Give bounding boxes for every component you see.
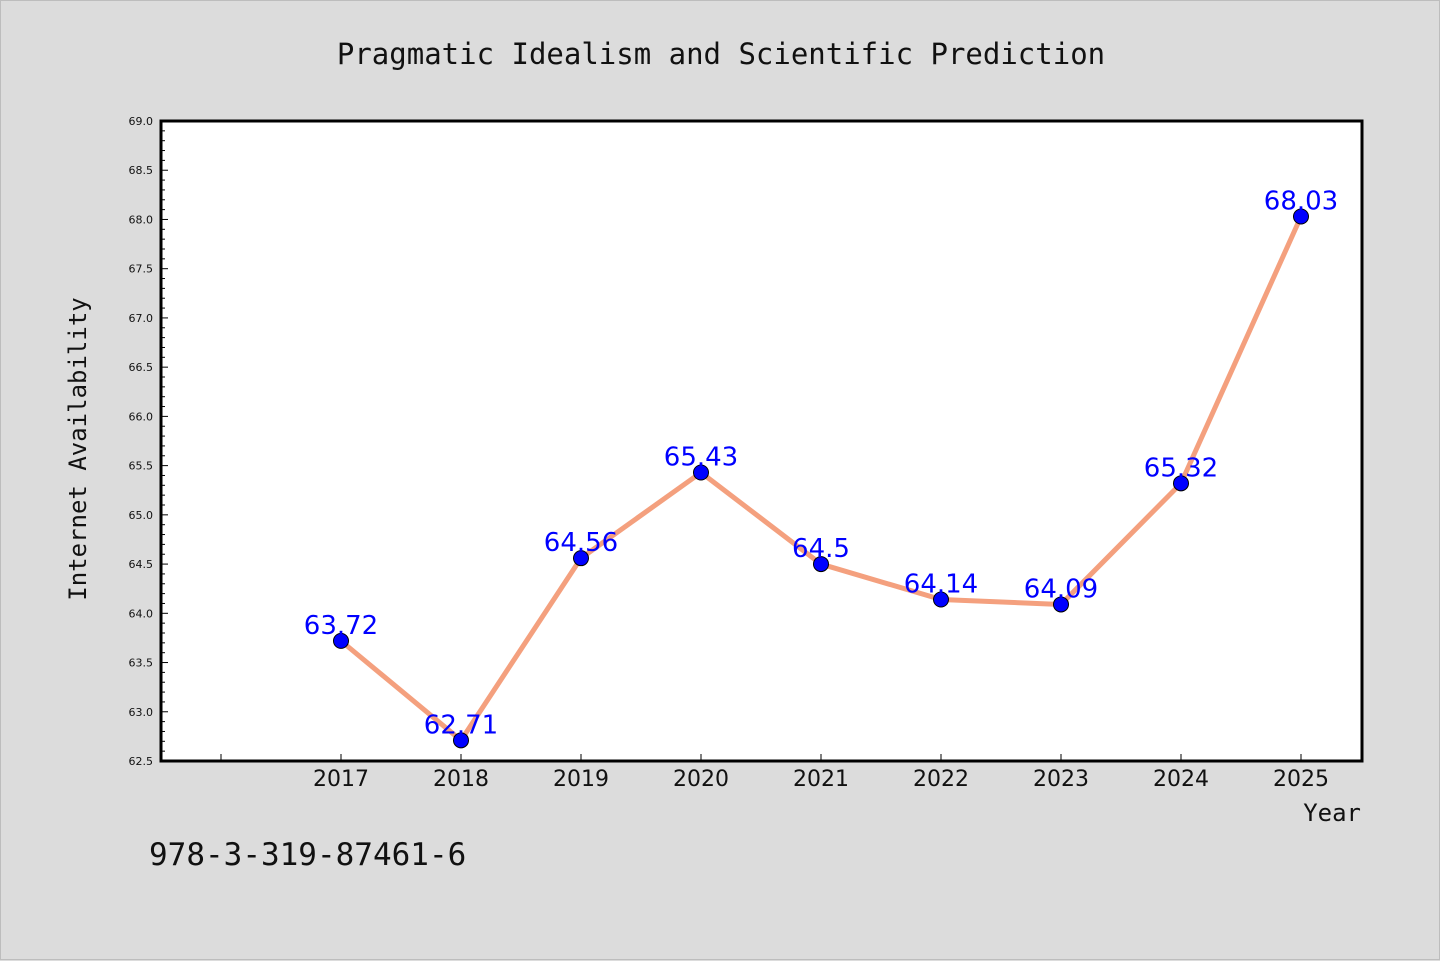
- data-point: [1173, 475, 1189, 492]
- data-label: 64.14: [904, 570, 978, 600]
- y-tick-label: 65.0: [129, 509, 154, 522]
- y-tick-label: 68.5: [129, 164, 154, 177]
- data-point: [813, 556, 829, 573]
- data-markers: [333, 208, 1309, 749]
- y-tick-label: 67.5: [129, 263, 154, 276]
- data-point: [1293, 208, 1309, 225]
- y-tick-label: 66.5: [129, 361, 154, 374]
- y-tick-label: 62.5: [129, 755, 154, 768]
- x-tick-label: 2019: [553, 767, 609, 792]
- data-label: 64.09: [1024, 574, 1098, 604]
- data-point: [693, 464, 709, 481]
- x-axis: 2017 2018 2019 2020 2021 2022 2023 2024 2025: [220, 754, 1329, 792]
- y-axis-label: Internet Availability: [64, 297, 92, 600]
- x-tick-label: 2024: [1153, 767, 1209, 792]
- x-axis-label: Year: [1303, 799, 1361, 827]
- x-tick-label: 2021: [793, 767, 849, 792]
- data-point: [453, 732, 469, 749]
- data-point: [333, 632, 349, 649]
- y-tick-label: 67.0: [129, 312, 154, 325]
- chart-title: Pragmatic Idealism and Scientific Predic…: [337, 37, 1105, 71]
- data-label: 65.43: [664, 443, 738, 473]
- data-point: [1053, 596, 1069, 613]
- y-tick-label: 63.5: [129, 657, 154, 670]
- x-tick-label: 2018: [433, 767, 489, 792]
- plot-area: [159, 119, 1364, 763]
- y-tick-label: 65.5: [129, 460, 154, 473]
- y-tick-label: 64.5: [129, 558, 154, 571]
- y-tick-label: 64.0: [129, 607, 154, 620]
- data-label: 68.03: [1264, 187, 1338, 217]
- data-labels: 63.72 62.71 64.56 65.43 64.5 64.14 64.09 65.32 6…: [304, 187, 1338, 741]
- data-point: [933, 591, 949, 608]
- y-tick-label: 69.0: [129, 115, 154, 128]
- data-label: 63.72: [304, 611, 378, 641]
- y-tick-label: 63.0: [129, 706, 154, 719]
- y-tick-label: 68.0: [129, 213, 154, 226]
- x-tick-label: 2017: [313, 767, 369, 792]
- x-tick-label: 2020: [673, 767, 729, 792]
- isbn-text: 978-3-319-87461-6: [149, 837, 466, 873]
- x-tick-label: 2022: [913, 767, 969, 792]
- y-tick-label: 66.0: [129, 410, 154, 423]
- data-label: 65.32: [1144, 453, 1218, 483]
- data-label: 62.71: [424, 710, 498, 740]
- x-tick-label: 2025: [1273, 767, 1329, 792]
- data-point: [573, 550, 589, 567]
- x-tick-label: 2023: [1033, 767, 1089, 792]
- data-label: 64.5: [792, 534, 850, 564]
- data-label: 64.56: [544, 528, 618, 558]
- y-axis: 62.5 63.0 63.5 64.0 64.5 65.0 65.5 66.0 66.5 67.0…: [129, 115, 168, 768]
